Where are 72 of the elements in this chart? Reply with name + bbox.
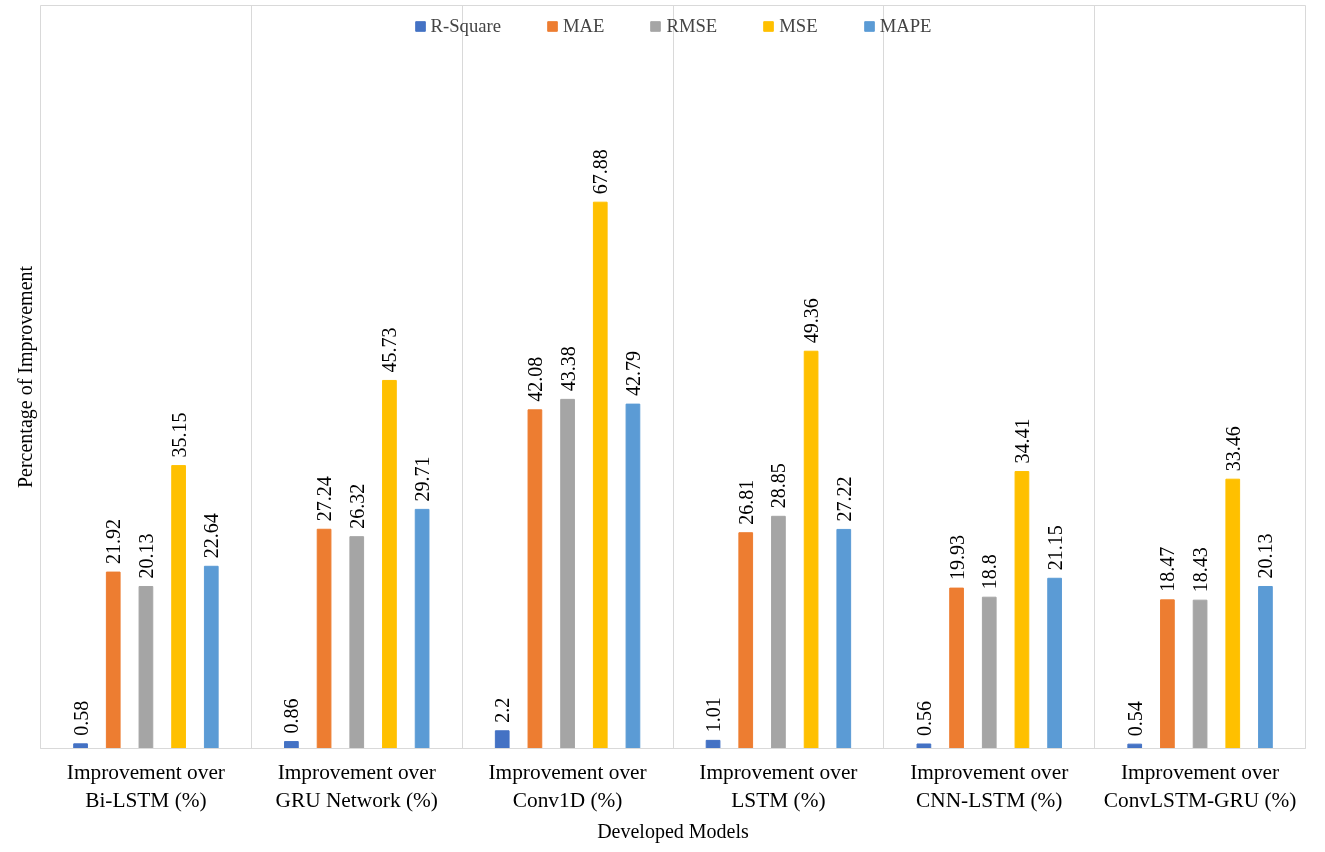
data-label: 22.64 [200,513,223,559]
data-label: 18.8 [978,554,1001,590]
bar [316,528,332,749]
bar [1160,599,1175,749]
data-label: 26.32 [345,483,368,529]
bar [560,398,575,749]
data-label: 49.36 [800,298,823,344]
y-axis-title: Percentage of Improvement [13,265,37,489]
data-label: 0.86 [280,698,303,734]
x-tick-label: Improvement over Conv1D (%) [488,759,647,813]
bar [284,741,299,749]
bar [949,587,964,749]
bar [203,565,219,749]
bar [105,571,121,749]
bar [138,585,154,749]
data-label: 28.85 [767,463,790,509]
bar [981,596,997,749]
data-label: 2.2 [491,697,514,723]
x-tick-label: Improvement over LSTM (%) [699,759,858,813]
data-label: 43.38 [556,346,579,392]
data-label: 29.71 [411,456,434,502]
data-label: 67.88 [589,149,612,195]
data-label: 42.79 [621,351,644,397]
bar [349,536,365,749]
bar [527,409,543,749]
bar [916,743,932,749]
legend-label: MAPE [879,15,932,37]
bar [1258,585,1273,749]
data-label: 0.54 [1123,701,1146,737]
bar [1014,471,1030,749]
data-label: 21.15 [1043,525,1066,571]
x-tick-label: Improvement over CNN-LSTM (%) [910,759,1069,813]
bar [625,403,641,749]
bar [73,743,88,749]
x-tick-label: Improvement over ConvLSTM-GRU (%) [1103,759,1297,813]
data-label: 21.92 [102,519,125,565]
x-tick-label: Improvement over GRU Network (%) [275,759,438,813]
bar [1047,577,1062,749]
bar [171,465,186,749]
legend-label: MSE [779,15,818,37]
data-label: 27.24 [313,476,336,522]
data-label: 18.47 [1156,546,1179,592]
legend-label: MAE [562,15,605,37]
x-axis-title: Developed Models [597,820,750,844]
bar [771,515,786,749]
bar [705,739,721,749]
bar [494,730,510,749]
data-label: 19.93 [945,535,968,581]
bar [1192,599,1208,749]
bar [738,532,754,749]
data-label: 20.13 [134,533,157,579]
data-label: 42.08 [523,356,546,402]
data-label: 33.46 [1221,426,1244,472]
bar [592,201,608,749]
bar [836,528,852,749]
data-label: 0.58 [69,700,92,736]
legend-label: RMSE [666,15,718,37]
data-label: 20.13 [1254,533,1277,579]
data-label: 18.43 [1189,547,1212,593]
data-label: 35.15 [167,412,190,458]
data-label: 27.22 [832,476,855,522]
data-label: 0.56 [912,700,935,736]
bar [382,379,397,749]
data-label: 34.41 [1010,418,1033,464]
bar [414,508,430,749]
bar [1225,478,1241,749]
bar [803,350,819,749]
data-label: 26.81 [734,479,757,525]
legend-label: R-Square [430,15,501,37]
data-label: 1.01 [702,697,725,733]
data-label: 45.73 [378,327,401,373]
x-tick-label: Improvement over Bi-LSTM (%) [66,759,225,813]
